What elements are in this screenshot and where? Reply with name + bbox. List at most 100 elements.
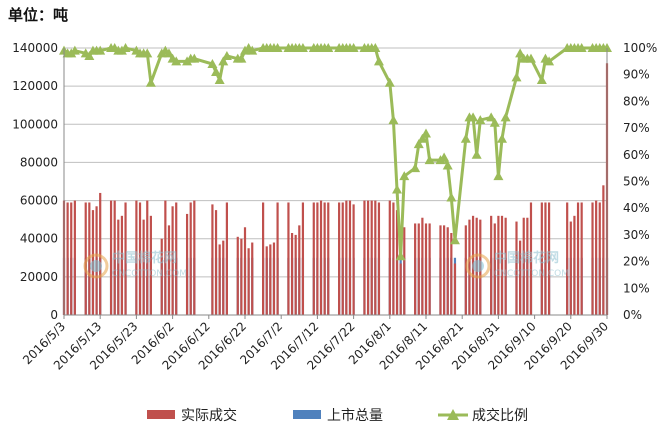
ratio-point (500, 112, 511, 122)
actual-bar (135, 200, 138, 315)
legend-swatch-listed (293, 410, 321, 419)
actual-bar (175, 202, 178, 315)
ratio-point (207, 59, 218, 69)
actual-bar (236, 236, 239, 315)
actual-bar (468, 219, 471, 315)
ratio-point (399, 171, 410, 181)
actual-bar (323, 202, 326, 315)
ratio-point (442, 160, 453, 170)
ratio-point (421, 128, 431, 138)
ratio-point (297, 43, 308, 52)
ratio-point (471, 149, 482, 159)
actual-bar (352, 204, 355, 315)
actual-bar (547, 202, 551, 315)
left-tick-label: 40000 (20, 232, 58, 246)
actual-bar (395, 210, 399, 315)
actual-bar (421, 217, 424, 315)
actual-bar (428, 223, 431, 315)
ratio-point (348, 43, 359, 52)
watermark-en: CNCOTTON.COM (494, 269, 569, 279)
actual-bar (519, 240, 522, 315)
ratio-point (424, 155, 435, 165)
ratio-point (163, 48, 174, 58)
ratio-line (63, 46, 607, 258)
watermark-logo-icon (83, 253, 109, 279)
left-tick-label: 120000 (12, 79, 58, 93)
actual-bar (453, 263, 457, 315)
actual-bar (99, 192, 102, 315)
watermark-cn: 中国棉花网 (112, 250, 177, 266)
actual-bar (142, 219, 145, 315)
actual-bar (276, 202, 279, 315)
ratio-point (384, 77, 395, 87)
actual-bar (540, 202, 543, 315)
actual-bar (185, 213, 189, 315)
actual-bar (363, 200, 366, 315)
actual-bar (167, 225, 171, 315)
ratio-point (373, 56, 384, 66)
actual-bar (439, 225, 442, 315)
right-tick-label: 100% (623, 41, 657, 55)
right-tick-label: 90% (623, 68, 650, 82)
actual-bar (287, 202, 290, 315)
ratio-point (392, 184, 403, 194)
ratio-point (468, 112, 479, 122)
actual-bar (290, 232, 294, 315)
watermark-en: CNCOTTON.COM (112, 269, 187, 279)
right-tick-label: 0% (623, 308, 642, 322)
actual-bar (160, 238, 163, 315)
ratio-point (189, 53, 200, 63)
ratio-point (214, 75, 225, 85)
watermark-cn: 中国棉花网 (494, 250, 559, 266)
legend: 实际成交 上市总量 成交比例 (147, 407, 528, 424)
ratio-point (388, 115, 399, 125)
legend-label-ratio: 成交比例 (472, 407, 528, 424)
watermark-right: 中国棉花网 CNCOTTON.COM (465, 250, 569, 279)
actual-bar (490, 215, 493, 315)
ratio-point (120, 43, 131, 52)
actual-bar (392, 202, 395, 315)
ratio-point (460, 133, 471, 143)
actual-bar (424, 223, 428, 315)
ratio-point (171, 56, 182, 66)
ratio-point (221, 51, 232, 61)
unit-label: 单位：吨 (8, 6, 69, 24)
ratio-point (410, 163, 421, 173)
ratio-point (486, 112, 497, 122)
ratio-point (236, 53, 247, 63)
ratio-point (142, 48, 153, 58)
actual-bar (450, 232, 453, 315)
ratio-point (211, 67, 222, 77)
watermark-logo-core-icon (472, 260, 484, 272)
actual-bar (149, 215, 152, 315)
ratio-point (525, 53, 536, 63)
actual-bar (338, 202, 341, 315)
actual-bar (374, 200, 377, 315)
actual-bar (66, 202, 69, 315)
actual-bar (370, 200, 373, 315)
ratio-point (370, 43, 381, 52)
x-axis: 2016/5/32016/5/132016/5/232016/6/22016/6… (20, 314, 611, 373)
legend-swatch-actual (147, 410, 175, 419)
actual-bar (348, 200, 352, 315)
actual-bar (595, 200, 598, 315)
actual-bar (146, 200, 149, 315)
actual-bar (265, 246, 268, 315)
actual-bar (580, 202, 583, 315)
ratio-point (446, 192, 457, 202)
ratio-point (84, 51, 95, 61)
right-tick-label: 50% (623, 175, 650, 189)
actual-bar (211, 204, 214, 315)
actual-bar (544, 202, 547, 315)
ratio-point (247, 45, 258, 55)
actual-bar (298, 225, 301, 315)
actual-bar (214, 210, 218, 315)
actual-bar (262, 202, 265, 315)
actual-bar (84, 202, 87, 315)
actual-bar (222, 240, 225, 315)
actual-bar (493, 223, 496, 315)
actual-bar (301, 202, 305, 315)
actual-bar (569, 221, 572, 315)
ratio-point (417, 133, 428, 143)
actual-bar (576, 202, 580, 315)
